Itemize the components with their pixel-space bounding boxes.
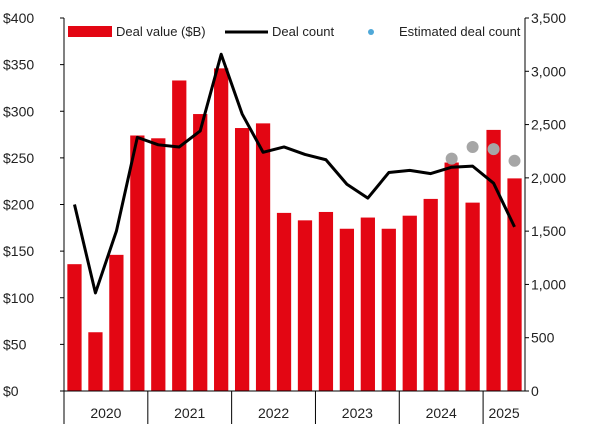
x-year-label: 2025 — [488, 405, 519, 421]
left-tick-label: $350 — [3, 57, 34, 73]
bar — [423, 198, 438, 391]
right-tick-label: 500 — [531, 330, 555, 346]
legend-label-deal-value: Deal value ($B) — [116, 24, 206, 39]
legend: Deal value ($B) Deal count Estimated dea… — [68, 24, 521, 39]
bar — [276, 212, 292, 391]
bar — [381, 228, 396, 391]
bar — [88, 332, 103, 391]
bar — [339, 228, 355, 391]
bar — [402, 215, 417, 391]
legend-label-deal-count: Deal count — [272, 24, 335, 39]
left-tick-label: $100 — [3, 290, 34, 306]
right-tick-label: 3,000 — [531, 63, 566, 79]
left-tick-label: $200 — [3, 197, 34, 213]
bar — [486, 129, 501, 391]
x-year-label: 2021 — [174, 405, 205, 421]
left-tick-label: $250 — [3, 150, 34, 166]
estimated-point — [487, 143, 500, 156]
left-tick-label: $400 — [3, 10, 34, 26]
left-tick-label: $0 — [3, 383, 19, 399]
bar — [465, 202, 480, 391]
x-year-label: 2022 — [258, 405, 289, 421]
bar — [193, 114, 208, 392]
x-year-label: 2023 — [342, 405, 373, 421]
bar — [507, 178, 522, 391]
bar — [130, 135, 145, 391]
right-tick-label: 1,500 — [531, 223, 566, 239]
bars-layer — [67, 68, 522, 392]
bar — [360, 217, 375, 391]
left-tick-label: $300 — [3, 103, 34, 119]
bar — [255, 123, 271, 392]
right-tick-label: 1,000 — [531, 276, 566, 292]
axes-layer: $0 $50 $100 $150 $200 $250 $300 $350 $400 0 500 1,0… — [3, 10, 566, 424]
left-tick-label: $150 — [3, 243, 34, 259]
bar — [444, 162, 459, 391]
legend-label-estimated: Estimated deal count — [399, 24, 521, 39]
bar — [234, 128, 250, 392]
x-year-label: 2020 — [90, 405, 121, 421]
deal-count-line-layer — [73, 52, 516, 295]
right-tick-label: 3,500 — [531, 10, 566, 26]
bar — [172, 80, 187, 391]
legend-swatch-deal-value — [68, 26, 112, 37]
bar — [67, 264, 82, 391]
x-year-label: 2024 — [426, 405, 457, 421]
estimated-point — [466, 140, 479, 153]
bar — [297, 220, 313, 391]
deal-count-line — [73, 52, 516, 295]
bar — [109, 254, 124, 391]
bar — [151, 138, 166, 391]
right-tick-label: 2,500 — [531, 117, 566, 133]
legend-swatch-estimated — [368, 29, 374, 35]
right-tick-label: 2,000 — [531, 170, 566, 186]
left-tick-label: $50 — [3, 336, 27, 352]
estimated-point — [445, 152, 458, 165]
estimated-points-layer — [445, 140, 521, 167]
estimated-point — [508, 154, 521, 167]
bar — [318, 211, 334, 391]
bar — [214, 68, 229, 392]
right-tick-label: 0 — [531, 383, 539, 399]
